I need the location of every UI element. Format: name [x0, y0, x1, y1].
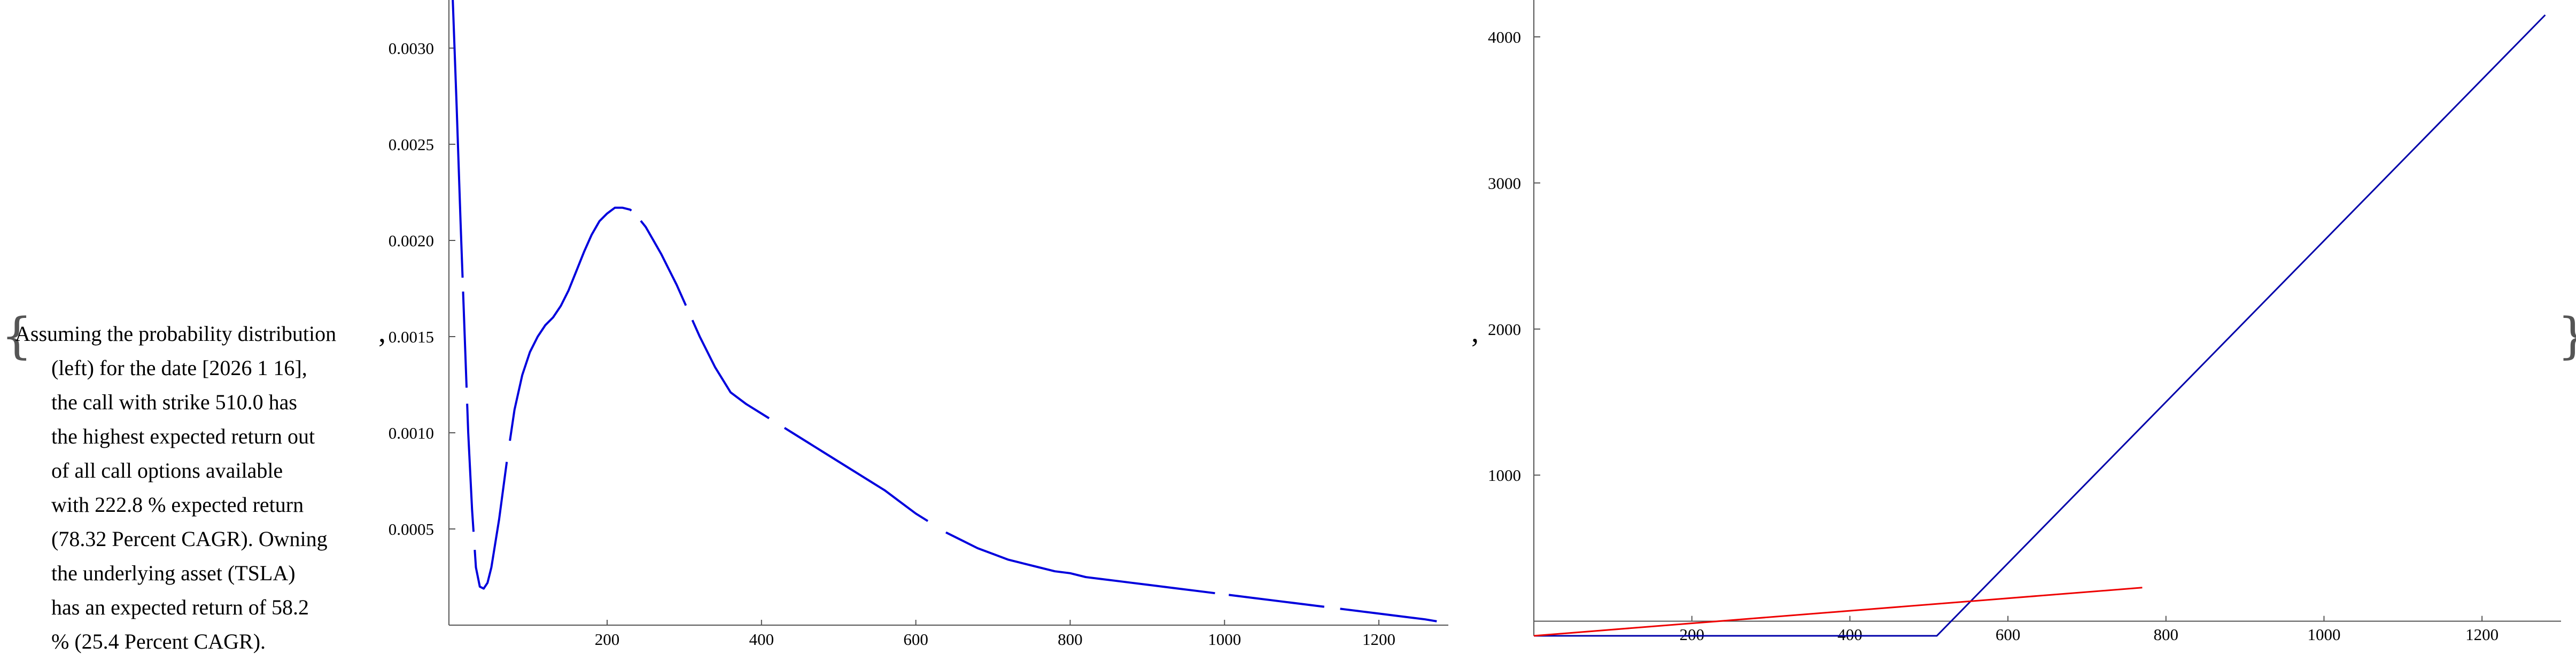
- chart1-x-tick-label: 1200: [1362, 630, 1395, 649]
- chart1-y-tick-label: 0.0005: [389, 520, 434, 539]
- chart2-series: [1533, 14, 2546, 637]
- description-line-8: the underlying asset (TSLA): [51, 561, 296, 585]
- description-line-1: Assuming the probability distribution: [15, 322, 336, 346]
- description-line-6: with 222.8 % expected return: [51, 493, 304, 517]
- chart1-series: [452, 0, 1437, 622]
- chart2-x-tick-label: 600: [1996, 625, 2021, 644]
- chart1-y-tick-label: 0.0030: [389, 39, 434, 58]
- chart2-y-tick-label: 2000: [1488, 320, 1521, 339]
- chart1-x-tick-label: 400: [749, 630, 774, 649]
- chart2-x-tick-label: 1000: [2307, 625, 2340, 644]
- chart2-call-payoff-line: [1534, 14, 2546, 637]
- chart1-density-line: [452, 0, 1437, 622]
- chart2-ticks: 200 400 600 800 1000 1200 1000 2000 3000 4000: [1488, 28, 2499, 644]
- description-line-2: (left) for the date [2026 1 16],: [51, 356, 307, 380]
- description-line-9: has an expected return of 58.2: [51, 595, 309, 619]
- chart1-x-tick-label: 800: [1058, 630, 1083, 649]
- chart1-y-tick-label: 0.0015: [389, 328, 434, 346]
- chart2-y-tick-label: 1000: [1488, 466, 1521, 485]
- chart1-y-tick-label: 0.0020: [389, 231, 434, 250]
- chart1-y-tick-label: 0.0025: [389, 135, 434, 154]
- chart2-underlying-return-line: [1533, 587, 2143, 637]
- probability-distribution-chart: 200 400 600 800 1000 1200 0.0005 0.0010 0.0015 0.…: [389, 0, 1448, 649]
- chart1-x-tick-label: 1000: [1208, 630, 1241, 649]
- chart2-y-tick-label: 4000: [1488, 28, 1521, 46]
- description-line-4: the highest expected return out: [51, 424, 315, 448]
- chart1-y-tick-label: 0.0010: [389, 424, 434, 442]
- description-line-7: (78.32 Percent CAGR). Owning: [51, 527, 328, 551]
- separator-1: ,: [378, 316, 386, 349]
- payoff-chart: 200 400 600 800 1000 1200 1000 2000 3000 4000: [1488, 0, 2561, 644]
- open-brace: {: [1, 307, 33, 364]
- chart1-x-tick-label: 200: [595, 630, 620, 649]
- chart2-x-tick-label: 800: [2154, 625, 2179, 644]
- chart2-x-tick-label: 1200: [2465, 625, 2499, 644]
- description-line-3: the call with strike 510.0 has: [51, 390, 297, 414]
- description-line-5: of all call options available: [51, 458, 283, 482]
- chart1-x-tick-label: 600: [903, 630, 928, 649]
- chart2-x-tick-label: 400: [1837, 625, 1863, 644]
- description-text: Assuming the probability distribution (l…: [15, 322, 336, 653]
- close-brace: }: [2557, 307, 2576, 364]
- description-line-10: % (25.4 Percent CAGR).: [51, 629, 266, 653]
- separator-2: ,: [1471, 316, 1479, 349]
- chart1-ticks: 200 400 600 800 1000 1200 0.0005 0.0010 0.0015 0.…: [389, 39, 1395, 649]
- chart2-y-tick-label: 3000: [1488, 174, 1521, 192]
- chart2-x-tick-label: 200: [1679, 625, 1704, 644]
